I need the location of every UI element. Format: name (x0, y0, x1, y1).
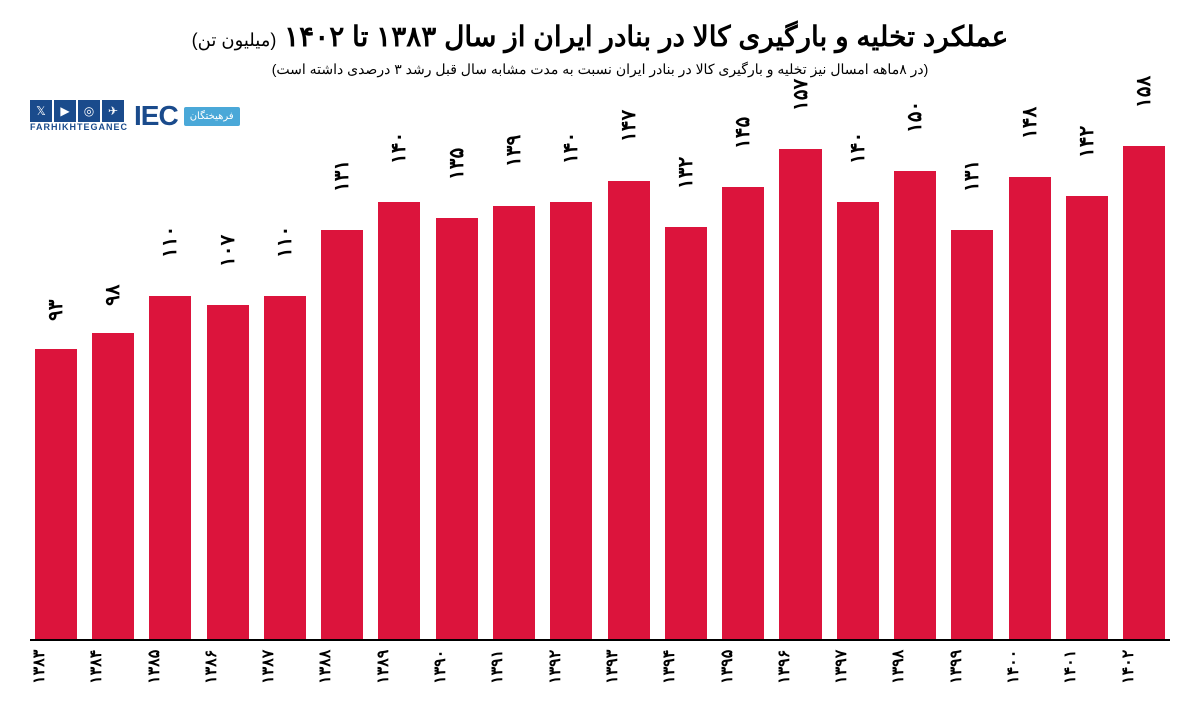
x-axis-label: ۱۳۹۰ (431, 643, 482, 691)
x-axis-label: ۱۴۰۰ (1004, 643, 1055, 691)
bar (894, 171, 936, 639)
bar-value-label: ۱۱۰ (158, 225, 182, 257)
bar (1066, 196, 1108, 639)
bar (493, 206, 535, 640)
x-axis-label: ۱۳۹۹ (947, 643, 998, 691)
bar (1123, 146, 1165, 639)
x-axis-label: ۱۳۸۶ (202, 643, 253, 691)
bar-value-label: ۱۳۹ (502, 135, 526, 167)
bar-wrapper: ۱۴۰ (832, 140, 883, 639)
bar (207, 305, 249, 639)
x-axis-label: ۱۳۸۹ (374, 643, 425, 691)
social-icons: 𝕏 ▶ ◎ ✈ (30, 100, 128, 122)
bar-wrapper: ۱۳۹ (488, 140, 539, 639)
bar (149, 296, 191, 639)
x-icon: 𝕏 (30, 100, 52, 122)
social-handle: FARHIKHTEGANEC (30, 122, 128, 132)
x-axis-label: ۱۳۸۴ (87, 643, 138, 691)
x-axis-label: ۱۳۹۷ (832, 643, 883, 691)
bar-value-label: ۱۵۷ (789, 79, 813, 111)
bar-value-label: ۱۴۰ (387, 132, 411, 164)
bar-wrapper: ۱۱۰ (259, 140, 310, 639)
x-axis-label: ۱۴۰۱ (1061, 643, 1112, 691)
bar-wrapper: ۱۵۰ (889, 140, 940, 639)
x-axis-label: ۱۳۸۵ (145, 643, 196, 691)
bar-value-label: ۱۳۲ (674, 157, 698, 189)
chart-container: عملکرد تخلیه و بارگیری کالا در بنادر ایر… (0, 0, 1200, 701)
bar-wrapper: ۹۳ (30, 140, 81, 639)
bar-wrapper: ۱۵۷ (775, 140, 826, 639)
bar-value-label: ۱۵۰ (903, 101, 927, 133)
title-main: عملکرد تخلیه و بارگیری کالا در بنادر ایر… (284, 21, 1008, 52)
bar (779, 149, 821, 639)
iec-logo: IEC (134, 100, 178, 132)
farsi-badge: فرهیختگان (184, 107, 240, 126)
bar (436, 218, 478, 639)
bar-wrapper: ۱۴۷ (603, 140, 654, 639)
x-axis-label: ۱۳۹۵ (718, 643, 769, 691)
bar-value-label: ۱۰۷ (216, 235, 240, 267)
telegram-icon: ✈ (102, 100, 124, 122)
social-handle-col: 𝕏 ▶ ◎ ✈ FARHIKHTEGANEC (30, 100, 128, 132)
x-axis-label: ۱۳۹۱ (488, 643, 539, 691)
x-axis-label: ۱۳۹۶ (775, 643, 826, 691)
bar (92, 333, 134, 639)
x-axis-label: ۱۳۹۲ (546, 643, 597, 691)
x-axis-label: ۱۳۹۸ (889, 643, 940, 691)
branding-block: 𝕏 ▶ ◎ ✈ FARHIKHTEGANEC IEC فرهیختگان (30, 100, 240, 132)
bar (1009, 177, 1051, 639)
bar (35, 349, 77, 639)
x-axis-label: ۱۴۰۲ (1119, 643, 1170, 691)
bar-wrapper: ۱۵۸ (1119, 140, 1170, 639)
plot-area: ۹۳۹۸۱۱۰۱۰۷۱۱۰۱۳۱۱۴۰۱۳۵۱۳۹۱۴۰۱۴۷۱۳۲۱۴۵۱۵۷… (30, 140, 1170, 641)
bar-value-label: ۱۴۰ (846, 132, 870, 164)
bar-value-label: ۱۳۱ (960, 160, 984, 192)
bar-wrapper: ۱۴۰ (546, 140, 597, 639)
bar (722, 187, 764, 639)
bar (378, 202, 420, 639)
bar (837, 202, 879, 639)
bar-value-label: ۱۴۲ (1075, 126, 1099, 158)
chart-title: عملکرد تخلیه و بارگیری کالا در بنادر ایر… (30, 20, 1170, 53)
instagram-icon: ◎ (78, 100, 100, 122)
bar-wrapper: ۱۳۱ (316, 140, 367, 639)
bar-value-label: ۱۵۸ (1132, 76, 1156, 108)
bar-wrapper: ۹۸ (87, 140, 138, 639)
chart-subtitle: (در ۸ماهه امسال نیز تخلیه و بارگیری کالا… (30, 61, 1170, 78)
bar-wrapper: ۱۱۰ (145, 140, 196, 639)
bar-wrapper: ۱۴۲ (1061, 140, 1112, 639)
bar-value-label: ۱۴۵ (731, 116, 755, 148)
bar-wrapper: ۱۴۰ (374, 140, 425, 639)
bar-wrapper: ۱۳۵ (431, 140, 482, 639)
bar-value-label: ۹۸ (101, 284, 125, 305)
x-axis-label: ۱۳۹۳ (603, 643, 654, 691)
bar-wrapper: ۱۳۱ (947, 140, 998, 639)
youtube-icon: ▶ (54, 100, 76, 122)
x-axis-label: ۱۳۸۳ (30, 643, 81, 691)
bar-value-label: ۱۱۰ (273, 225, 297, 257)
bar-value-label: ۱۴۰ (559, 132, 583, 164)
bar-value-label: ۱۳۱ (330, 160, 354, 192)
x-axis-label: ۱۳۹۴ (660, 643, 711, 691)
bar-value-label: ۱۴۷ (617, 110, 641, 142)
bar-value-label: ۱۳۵ (445, 148, 469, 180)
bar (665, 227, 707, 639)
bar (550, 202, 592, 639)
bar (951, 230, 993, 639)
x-axis-label: ۱۳۸۷ (259, 643, 310, 691)
x-axis-labels: ۱۳۸۳۱۳۸۴۱۳۸۵۱۳۸۶۱۳۸۷۱۳۸۸۱۳۸۹۱۳۹۰۱۳۹۱۱۳۹۲… (30, 643, 1170, 691)
bar-wrapper: ۱۳۲ (660, 140, 711, 639)
bar-wrapper: ۱۴۸ (1004, 140, 1055, 639)
bar-wrapper: ۱۴۵ (718, 140, 769, 639)
bar (264, 296, 306, 639)
bar-value-label: ۱۴۸ (1018, 107, 1042, 139)
title-unit: (میلیون تن) (192, 30, 277, 50)
bar (608, 181, 650, 639)
bar (321, 230, 363, 639)
bar-value-label: ۹۳ (44, 300, 68, 321)
bar-wrapper: ۱۰۷ (202, 140, 253, 639)
x-axis-label: ۱۳۸۸ (316, 643, 367, 691)
